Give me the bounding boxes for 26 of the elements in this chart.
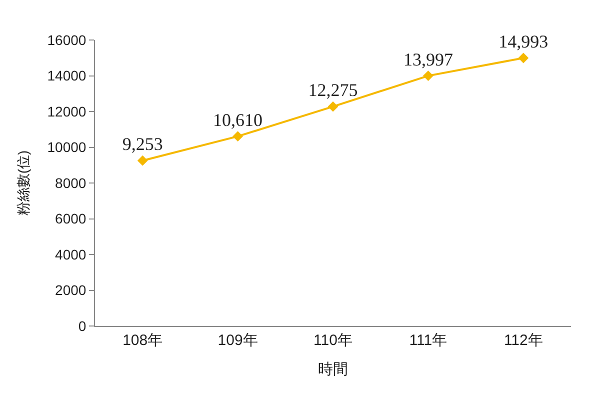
point bbox=[137, 155, 148, 166]
x-tick-label: 112年 bbox=[504, 332, 543, 349]
data-label: 13,997 bbox=[403, 49, 453, 70]
y-tick-label: 8000 bbox=[55, 174, 86, 191]
data-label: 12,275 bbox=[308, 80, 358, 100]
data-label: 9,253 bbox=[122, 134, 163, 154]
y-tick-label: 2000 bbox=[55, 282, 86, 298]
x-tick-label: 109年 bbox=[218, 332, 258, 349]
point bbox=[423, 70, 434, 81]
y-tick-label: 16000 bbox=[47, 32, 86, 48]
y-tick-label: 6000 bbox=[55, 210, 86, 227]
x-tick-label: 110年 bbox=[314, 332, 352, 349]
y-tick-label: 10000 bbox=[47, 139, 86, 156]
y-tick-label: 14000 bbox=[47, 68, 86, 84]
data-label: 14,993 bbox=[498, 32, 548, 52]
y-tick-label: 4000 bbox=[55, 246, 86, 262]
point bbox=[518, 52, 529, 64]
x-tick-label: 111年 bbox=[409, 332, 448, 349]
y-tick-label: 12000 bbox=[47, 103, 86, 120]
y-axis-title: 粉絲數(位) bbox=[14, 150, 31, 216]
point bbox=[328, 101, 338, 112]
x-tick-label: 108年 bbox=[122, 332, 163, 349]
data-label: 10,610 bbox=[213, 110, 263, 130]
y-tick-label: 0 bbox=[78, 318, 86, 334]
point bbox=[232, 131, 243, 142]
x-axis-title: 時間 bbox=[318, 361, 348, 378]
